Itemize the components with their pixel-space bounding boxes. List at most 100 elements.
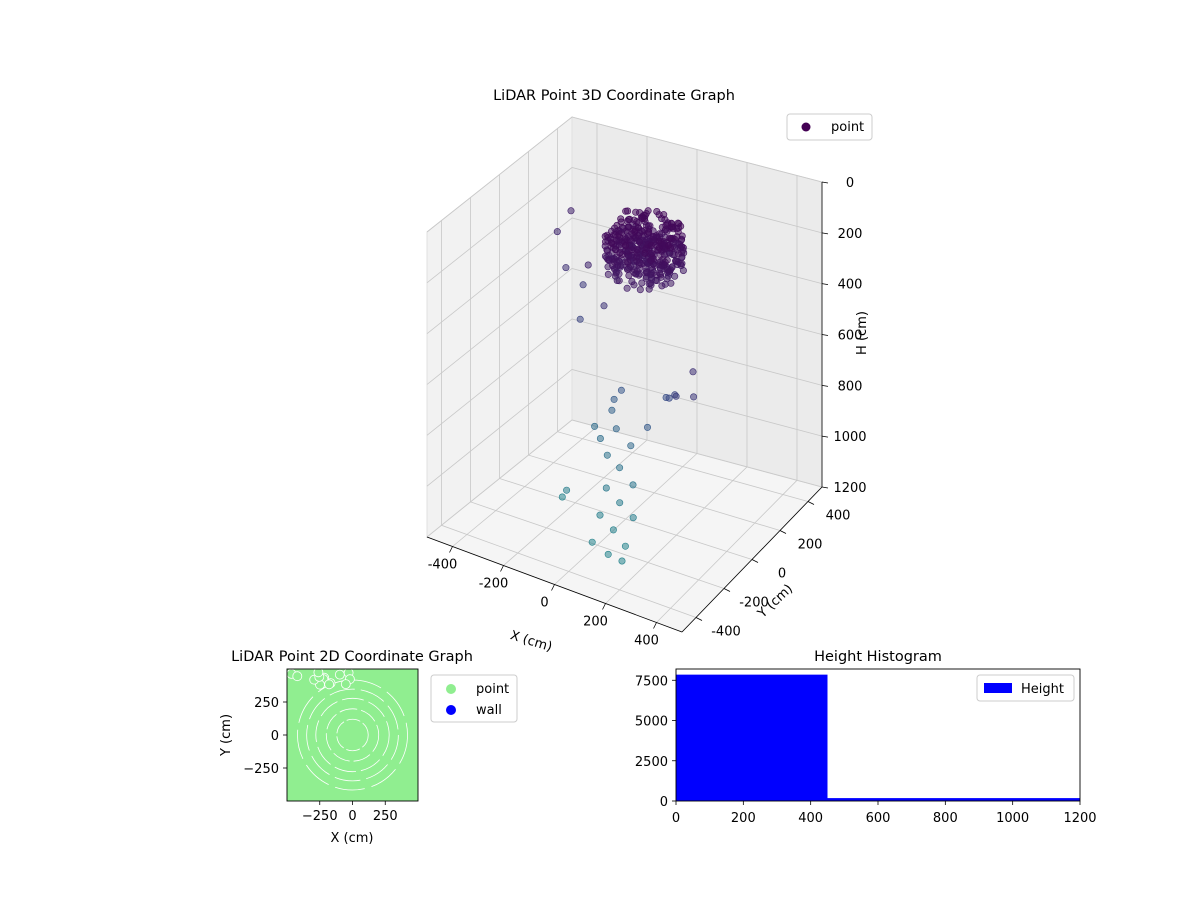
data-point-3d bbox=[645, 228, 653, 236]
tick-label-x: −250 bbox=[302, 809, 338, 824]
grid-line-z bbox=[426, 268, 823, 385]
data-point-3d bbox=[618, 557, 626, 565]
tick-label-z: 1200 bbox=[833, 481, 866, 496]
chart-hist-legend-frame bbox=[976, 674, 1075, 702]
data-point-3d bbox=[669, 223, 677, 231]
tick-label-x: 1000 bbox=[996, 811, 1029, 826]
tick-mark-z bbox=[821, 232, 829, 235]
tick-label-z: 400 bbox=[838, 278, 863, 293]
data-point-3d bbox=[616, 499, 624, 507]
data-point-3d bbox=[638, 279, 646, 287]
tick-label-z: 600 bbox=[838, 329, 863, 344]
data-point-3d bbox=[626, 215, 634, 223]
grid-line-z bbox=[426, 369, 823, 487]
data-point-3d bbox=[665, 394, 673, 402]
data-point-3d bbox=[558, 493, 566, 501]
data-point-3d bbox=[633, 246, 641, 254]
tick-label-x: 800 bbox=[933, 811, 958, 826]
data-point-3d bbox=[667, 244, 675, 252]
grid-line-z bbox=[426, 318, 823, 436]
chart-3d-title: LiDAR Point 3D Coordinate Graph bbox=[493, 88, 735, 104]
data-point-3d bbox=[567, 207, 575, 215]
ring-gap bbox=[336, 718, 369, 752]
data-point-3d bbox=[603, 451, 611, 459]
ring-gap bbox=[306, 688, 399, 782]
data-point-3d bbox=[635, 238, 643, 246]
chart-3d-xlabel: X (cm) bbox=[508, 628, 554, 655]
tick-mark-x bbox=[602, 603, 606, 610]
chart-3d-points bbox=[553, 207, 698, 565]
tick-mark-x bbox=[551, 584, 555, 591]
tick-label-y: 400 bbox=[826, 509, 851, 524]
chart-2d-plot bbox=[287, 669, 418, 801]
chart-hist-legend: Height bbox=[976, 674, 1075, 702]
chart-hist-legend-swatch bbox=[984, 683, 1012, 693]
chart-2d-xlabel: X (cm) bbox=[331, 831, 374, 846]
data-point-3d bbox=[633, 218, 641, 226]
data-point-3d bbox=[689, 368, 697, 376]
chart-hist-legend-label: Height bbox=[1021, 682, 1064, 697]
tick-label-y: 0 bbox=[271, 729, 279, 744]
tick-label-y: 0 bbox=[660, 795, 668, 810]
data-point-3d bbox=[629, 481, 637, 489]
chart-2d-title: LiDAR Point 2D Coordinate Graph bbox=[231, 649, 473, 665]
data-point-3d bbox=[667, 279, 675, 287]
data-point-3d bbox=[588, 538, 596, 546]
tick-mark-x bbox=[449, 546, 453, 553]
chart-2d-legend-marker-wall bbox=[446, 705, 456, 715]
data-point-3d bbox=[641, 249, 649, 257]
data-point-3d bbox=[654, 246, 662, 254]
tick-label-x: 600 bbox=[866, 811, 891, 826]
ring-gap bbox=[297, 679, 408, 791]
tick-label-y: 200 bbox=[798, 538, 823, 553]
data-point-3d bbox=[576, 315, 584, 323]
data-point-3d bbox=[596, 434, 604, 442]
chart-2d: LiDAR Point 2D Coordinate Graph −250 0 250… bbox=[219, 649, 518, 846]
tick-mark-y bbox=[751, 559, 759, 563]
tick-label-x: -400 bbox=[428, 558, 458, 573]
data-point-3d bbox=[660, 211, 668, 219]
data-point-3d bbox=[622, 242, 630, 250]
data-point-3d bbox=[663, 266, 671, 274]
data-point-3d bbox=[663, 256, 671, 264]
tick-label-x: 0 bbox=[672, 811, 680, 826]
chart-3d-zlabel: H (cm) bbox=[855, 311, 870, 355]
tick-mark-y bbox=[723, 588, 731, 592]
data-point-3d bbox=[617, 386, 625, 394]
data-point-3d bbox=[636, 286, 644, 294]
hist-bar bbox=[676, 674, 828, 801]
data-point-3d bbox=[624, 223, 632, 231]
data-point-3d bbox=[662, 221, 670, 229]
data-point-3d bbox=[563, 486, 571, 494]
chart-hist: Height Histogram 0 200 400 600 800 1000 1200 0 2… bbox=[635, 649, 1097, 826]
tick-mark-z bbox=[821, 334, 829, 336]
grid-line-z bbox=[426, 419, 823, 538]
data-point-3d bbox=[615, 277, 623, 285]
data-point-3d bbox=[591, 422, 599, 430]
data-point-3d bbox=[647, 269, 655, 277]
chart-3d-legend: point bbox=[786, 113, 873, 141]
data-point-3d bbox=[673, 233, 681, 241]
chart-2d-ticks: −250 0 250 −250 0 250 bbox=[243, 696, 397, 824]
tick-label-x: 400 bbox=[798, 811, 823, 826]
data-point-3d bbox=[618, 251, 626, 259]
chart-2d-legend-marker-point bbox=[446, 684, 456, 694]
data-point-3d bbox=[656, 270, 664, 278]
chart-3d: LiDAR Point 3D Coordinate Graph -400 -200… bbox=[426, 88, 873, 655]
data-point-3d bbox=[625, 271, 633, 279]
data-point-3d bbox=[604, 550, 612, 558]
tick-label-x: 400 bbox=[634, 634, 659, 649]
grid-line-z bbox=[426, 116, 823, 233]
data-point-3d bbox=[612, 269, 620, 277]
tick-label-x: 0 bbox=[348, 809, 356, 824]
data-point-3d bbox=[602, 484, 610, 492]
data-point-3d bbox=[596, 511, 604, 519]
data-point-3d bbox=[672, 392, 680, 400]
tick-mark-z bbox=[821, 384, 829, 387]
tick-label-x: 200 bbox=[583, 615, 608, 630]
data-point-3d bbox=[608, 406, 616, 414]
ring-gap bbox=[325, 708, 380, 762]
data-point-2d bbox=[292, 671, 303, 682]
tick-label-z: 200 bbox=[838, 227, 863, 242]
